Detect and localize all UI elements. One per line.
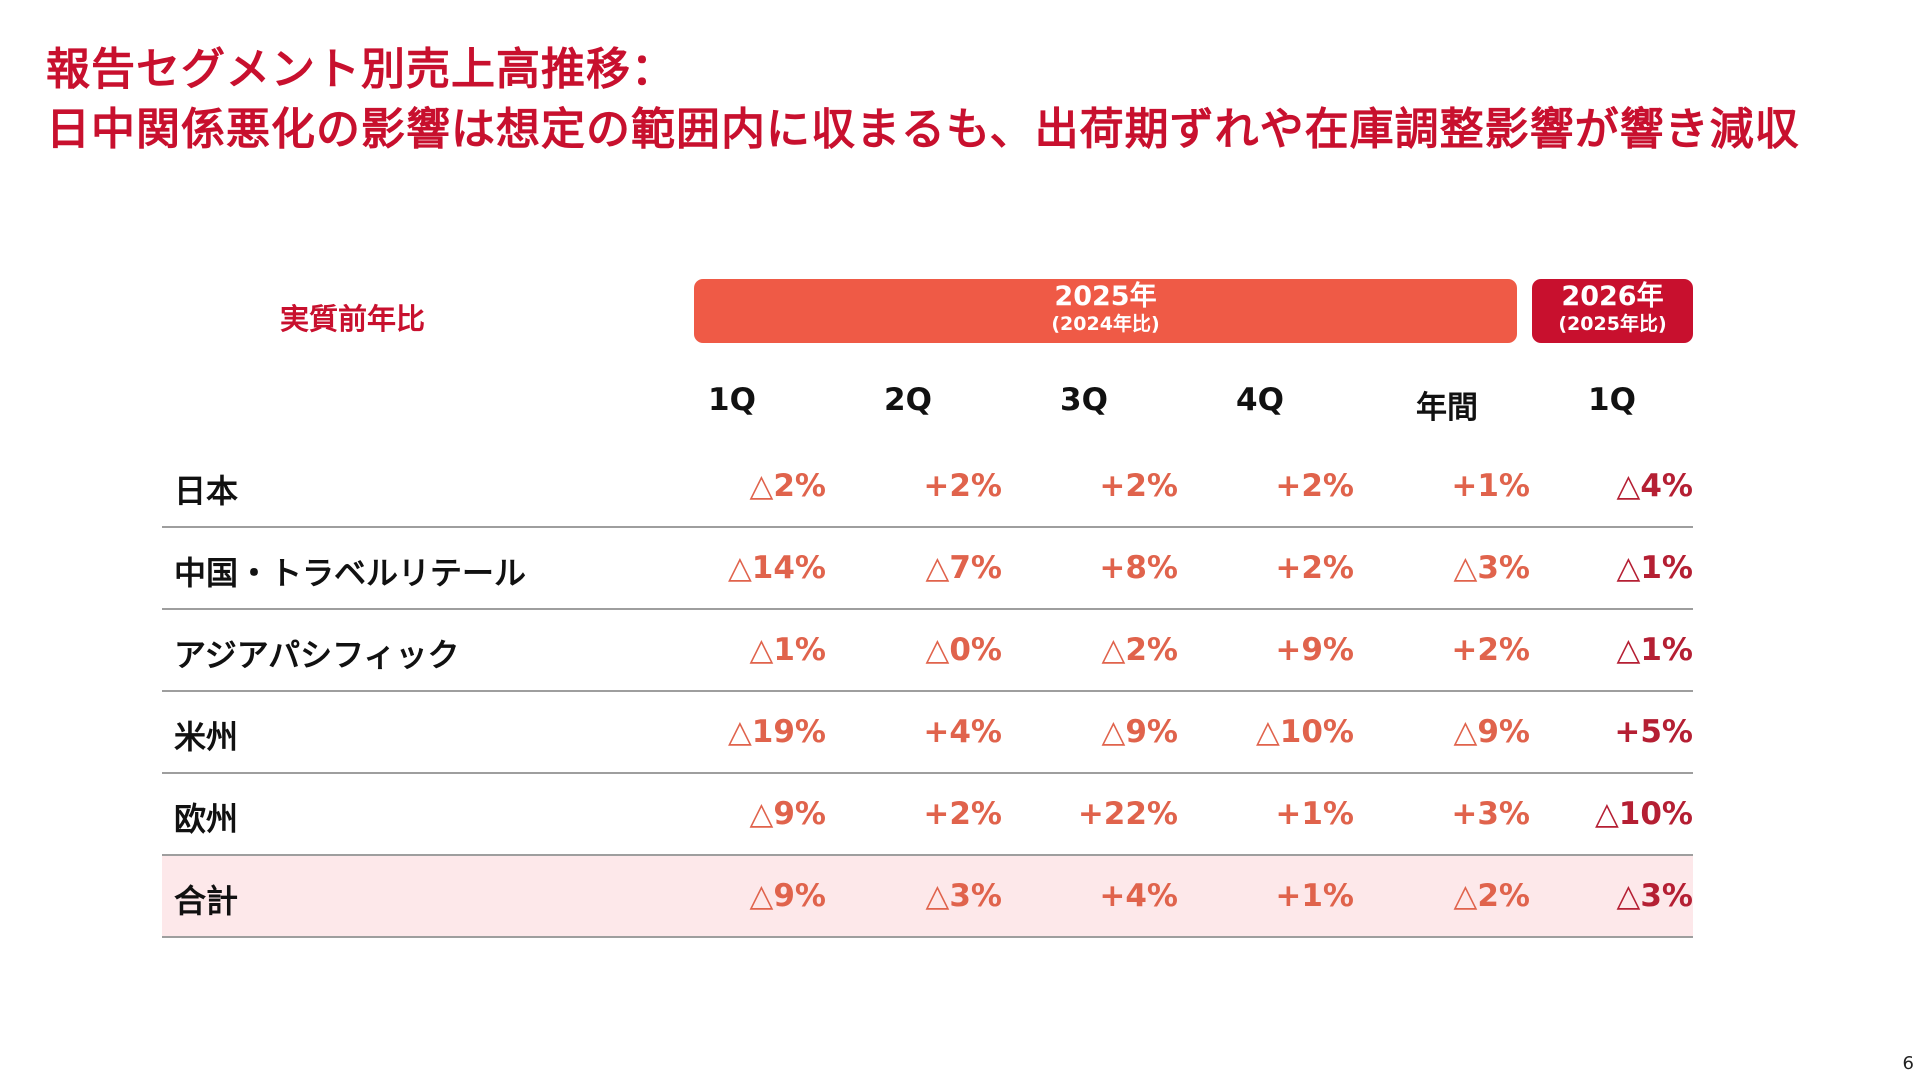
table-cell: △7% [925,550,1002,586]
title-line-2: 日中関係悪化の影響は想定の範囲内に収まるも、出荷期ずれや在庫調整影響が響き減収 [46,104,1800,155]
table-cell: +1% [1275,796,1354,832]
table-row-asia-pacific: アジアパシフィック △1% △0% △2% +9% +2% △1% [162,610,1693,692]
table-cell: +2% [923,796,1002,832]
table-cell: △10% [1255,714,1354,750]
table-cell: +4% [1099,878,1178,914]
table-cell: +4% [923,714,1002,750]
table-cell: +22% [1077,796,1178,832]
table-cell: △3% [1616,878,1693,914]
title-line-1: 報告セグメント別売上高推移： [46,44,676,95]
slide-title: 報告セグメント別売上高推移： 日中関係悪化の影響は想定の範囲内に収まるも、出荷期… [46,40,1800,160]
table-cell: △2% [1101,632,1178,668]
table-cell: △1% [1616,632,1693,668]
page-number: 6 [1902,1053,1914,1074]
table-cell: △1% [1616,550,1693,586]
band-2026-year: 2026年 [1561,281,1664,312]
row-label: 日本 [174,472,239,510]
table-cell: +2% [1275,550,1354,586]
table-cell: △9% [1101,714,1178,750]
table-cell: +2% [1275,468,1354,504]
row-label: 米州 [174,718,239,756]
table-cell: △2% [1453,878,1530,914]
table-cell: +5% [1614,714,1693,750]
column-header-2025-1q: 1Q [708,382,756,418]
table-cell: △9% [749,878,826,914]
table-row-china-travel-retail: 中国・トラベルリテール △14% △7% +8% +2% △3% △1% [162,528,1693,610]
band-2025-year: 2025年 [1054,281,1157,312]
table-cell: +2% [1451,632,1530,668]
year-band-2026: 2026年 (2025年比) [1532,279,1693,343]
table-cell: △0% [925,632,1002,668]
column-header-2025-3q: 3Q [1060,382,1108,418]
table-cell: +2% [1099,468,1178,504]
table-cell: △3% [1453,550,1530,586]
table-cell: +1% [1275,878,1354,914]
table-cell: △2% [749,468,826,504]
table-row-europe: 欧州 △9% +2% +22% +1% +3% △10% [162,774,1693,856]
row-label: 中国・トラベルリテール [174,554,527,592]
metric-label: 実質前年比 [280,302,426,336]
table-cell: △14% [727,550,826,586]
table-cell: △9% [1453,714,1530,750]
table-row-japan: 日本 △2% +2% +2% +2% +1% △4% [162,446,1693,528]
row-label: アジアパシフィック [174,636,460,674]
table-cell: △19% [727,714,826,750]
column-header-2025-2q: 2Q [884,382,932,418]
table-row-total: 合計 △9% △3% +4% +1% △2% △3% [162,856,1693,938]
table-row-americas: 米州 △19% +4% △9% △10% △9% +5% [162,692,1693,774]
column-header-2025-annual: 年間 [1416,390,1478,426]
table-cell: +1% [1451,468,1530,504]
band-2026-comparison: (2025年比) [1558,313,1667,335]
table-cell: +3% [1451,796,1530,832]
table-cell: △3% [925,878,1002,914]
column-header-2025-4q: 4Q [1236,382,1284,418]
table-cell: △1% [749,632,826,668]
table-cell: +9% [1275,632,1354,668]
table-cell: +8% [1099,550,1178,586]
year-band-2025: 2025年 (2024年比) [694,279,1517,343]
row-label: 欧州 [174,800,239,838]
row-label: 合計 [174,882,239,920]
column-header-2026-1q: 1Q [1588,382,1636,418]
table-cell: △9% [749,796,826,832]
table-cell: △10% [1594,796,1693,832]
table-cell: △4% [1616,468,1693,504]
table-cell: +2% [923,468,1002,504]
segment-table: 日本 △2% +2% +2% +2% +1% △4% 中国・トラベルリテール △… [162,446,1693,938]
band-2025-comparison: (2024年比) [1051,313,1160,335]
